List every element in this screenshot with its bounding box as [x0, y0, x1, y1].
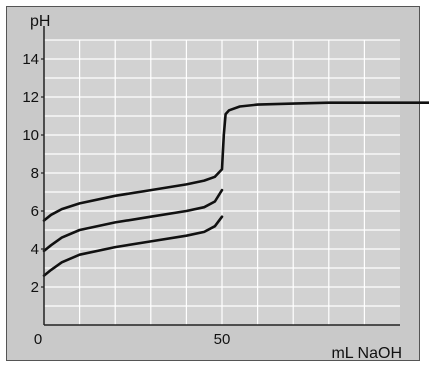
y-tick-label: 6 [31, 203, 39, 220]
series-line-1 [42, 101, 429, 222]
y-tick-label: 2 [31, 279, 39, 296]
series-line-2 [42, 188, 224, 253]
grid [44, 39, 400, 325]
y-axis-label: pH [30, 13, 50, 30]
y-tick-label: 8 [31, 165, 39, 182]
series-group [42, 101, 429, 277]
y-tick-label: 12 [22, 89, 39, 106]
x-tick-label: 50 [214, 331, 231, 348]
x-tick-label: 0 [34, 331, 42, 348]
y-tick-label: 14 [22, 51, 39, 68]
y-tick-label: 10 [22, 127, 39, 144]
y-tick-label: 4 [31, 241, 39, 258]
ticks-group: 2 4 6 8 10 12 14 0 50 [22, 51, 230, 348]
series-line-3 [42, 215, 224, 277]
x-axis-label: mL NaOH [331, 345, 402, 362]
